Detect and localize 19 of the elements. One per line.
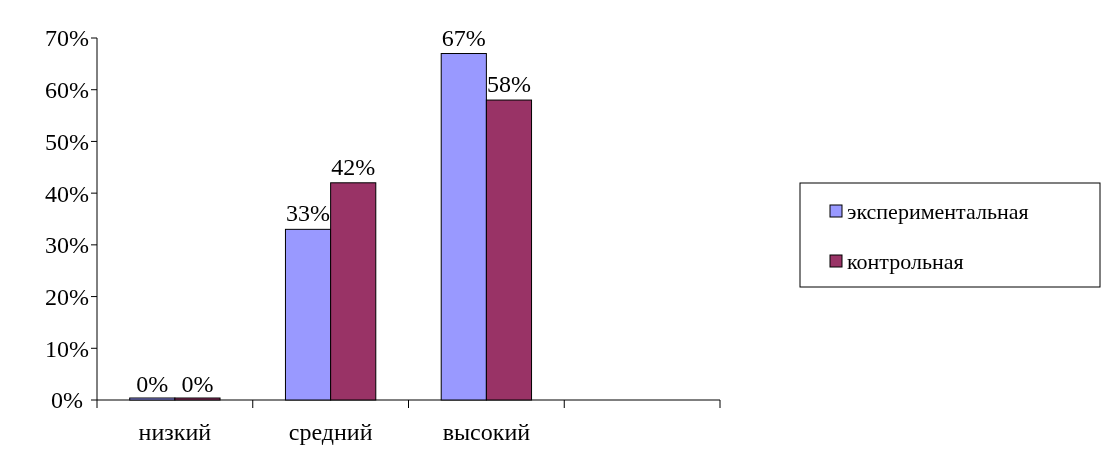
legend-label: экспериментальная [847, 198, 1029, 224]
data-label: 33% [286, 200, 331, 227]
x-tick-label: средний [288, 419, 373, 445]
y-tick-label: 10% [45, 335, 89, 362]
legend-label: контрольная [847, 248, 964, 274]
y-tick-label: 0% [51, 387, 83, 414]
x-tick-label: высокий [442, 419, 531, 445]
y-tick-label: 50% [45, 128, 89, 155]
data-label: 0% [181, 371, 214, 397]
y-tick-label: 60% [45, 77, 89, 104]
data-label: 67% [441, 24, 486, 51]
y-tick-label: 30% [45, 232, 89, 259]
y-tick-label: 40% [45, 180, 89, 207]
x-tick-label: низкий [138, 419, 212, 445]
data-label: 58% [486, 71, 531, 98]
data-label: 0% [136, 371, 169, 397]
y-tick-label: 20% [45, 283, 89, 310]
data-label: 42% [331, 153, 376, 180]
y-tick-label: 70% [45, 25, 89, 52]
